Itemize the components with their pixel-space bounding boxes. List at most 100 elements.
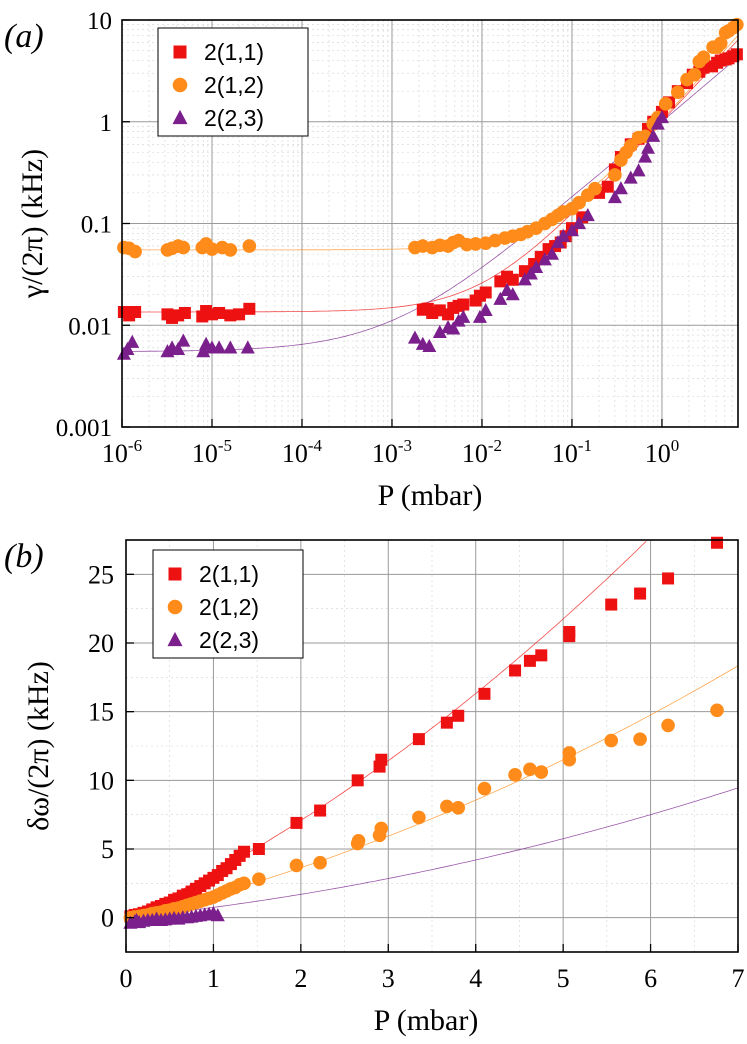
data-point <box>212 340 227 354</box>
data-point <box>178 306 191 319</box>
x-tick-label: 0 <box>120 964 133 993</box>
data-point <box>631 163 646 177</box>
legend-label-2: 2(1,2) <box>199 594 259 620</box>
data-point <box>313 855 327 870</box>
legend-marker-3 <box>172 109 188 125</box>
legend: 2(1,1) 2(1,2) 2(2,3) <box>157 27 309 137</box>
x-axis-title: P (mbar) <box>374 1004 479 1037</box>
x-axis-title: P (mbar) <box>378 479 483 512</box>
data-point <box>223 243 238 257</box>
data-point <box>654 110 669 124</box>
data-point <box>432 324 447 339</box>
data-point <box>314 804 327 817</box>
data-point <box>623 170 638 184</box>
data-point <box>412 810 426 825</box>
y-tick-label: 0.1 <box>81 212 112 239</box>
data-point <box>646 128 661 142</box>
y-tick-label: 0.01 <box>68 313 112 340</box>
series-2 <box>117 17 744 259</box>
data-point <box>537 252 552 266</box>
data-point <box>634 587 647 600</box>
panel-a-log-log-chart: 10-6 10-5 10-4 10-3 10-2 10-1 100 0.001 0.01 0.1 1… <box>4 8 744 512</box>
y-tick-label: 15 <box>88 698 114 727</box>
y-tick-label: 20 <box>88 629 114 658</box>
data-point <box>588 181 602 196</box>
data-point <box>440 716 453 729</box>
data-point <box>125 334 140 348</box>
data-point <box>605 598 618 611</box>
data-point <box>457 298 470 311</box>
data-point <box>351 833 366 848</box>
fit-curve-3 <box>125 787 739 919</box>
data-point <box>128 244 142 259</box>
data-point <box>604 733 619 748</box>
data-point <box>641 140 656 154</box>
data-point <box>478 687 491 700</box>
data-point <box>730 48 743 61</box>
data-point <box>242 239 257 253</box>
data-point <box>608 168 622 182</box>
y-tick-label: 0 <box>101 904 114 933</box>
data-point <box>710 703 724 718</box>
data-point <box>556 228 571 242</box>
data-point <box>375 753 388 766</box>
data-point <box>129 305 142 318</box>
panel-label: (a) <box>4 18 44 55</box>
data-point <box>670 85 685 100</box>
y-tick-label: 0.001 <box>56 415 112 442</box>
data-point <box>290 816 303 829</box>
data-point <box>633 732 647 746</box>
data-point <box>176 240 191 255</box>
data-point <box>243 302 256 315</box>
data-point <box>506 273 519 286</box>
data-point <box>477 781 492 796</box>
data-point <box>440 799 454 814</box>
series-3 <box>116 110 669 360</box>
data-point <box>508 768 522 782</box>
series-3 <box>123 906 225 929</box>
data-point <box>351 774 364 787</box>
data-point <box>478 302 493 317</box>
x-tick-label: 6 <box>644 964 657 993</box>
y-tick-label: 10 <box>87 8 112 35</box>
x-tick-label: 10-6 <box>102 436 142 468</box>
data-point <box>374 821 389 836</box>
x-tick-label: 5 <box>557 964 570 993</box>
data-point <box>205 242 219 256</box>
y-tick-label: 10 <box>88 766 114 795</box>
data-point <box>196 344 211 358</box>
legend-marker-2 <box>167 599 183 615</box>
plot-frame <box>125 539 739 953</box>
legend: 2(1,1) 2(1,2) 2(2,3) <box>152 549 304 659</box>
data-point <box>535 649 548 662</box>
x-tick-label: 100 <box>645 436 680 468</box>
data-point <box>523 654 536 667</box>
data-point <box>564 223 579 237</box>
data-point <box>210 908 225 922</box>
data-point <box>120 341 135 355</box>
legend-marker-3 <box>167 631 183 647</box>
x-tick-label: 2 <box>294 964 307 993</box>
data-point <box>456 309 471 323</box>
data-point <box>252 872 266 887</box>
x-tick-label: 4 <box>469 964 482 993</box>
data-point <box>580 207 595 222</box>
y-tick-label: 25 <box>88 560 114 589</box>
data-point <box>238 845 251 858</box>
data-point <box>493 291 508 305</box>
legend-label-3: 2(2,3) <box>204 105 264 131</box>
data-point <box>544 246 559 260</box>
data-point <box>472 309 487 323</box>
data-point <box>223 340 238 354</box>
x-tick-label: 10-3 <box>372 436 412 468</box>
data-point <box>237 876 251 891</box>
data-point <box>730 17 744 32</box>
data-point <box>451 801 466 815</box>
data-point <box>713 36 728 51</box>
data-point <box>563 626 576 639</box>
x-tick-label: 10-1 <box>552 436 592 468</box>
data-point <box>696 50 711 65</box>
data-point <box>407 330 422 344</box>
data-point <box>171 341 186 355</box>
